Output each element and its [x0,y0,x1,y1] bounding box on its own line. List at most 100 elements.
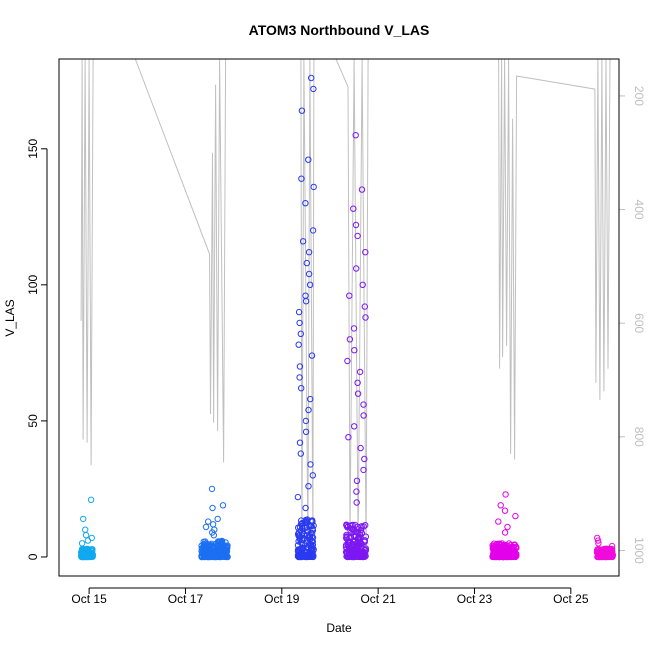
x-tick-label: Oct 19 [264,592,300,606]
axes: Oct 15 Oct 17 Oct 19 Oct 21 Oct 23 Oct 25 0 50 1… [26,86,646,606]
data-point [303,259,310,267]
data-point [357,444,364,452]
data-point [352,221,360,229]
data-point [351,347,358,354]
data-point [87,496,95,503]
data-point [216,538,224,545]
chart-title: ATOM3 Northbound V_LAS [249,22,430,38]
data-point [347,534,354,541]
data-point [202,553,209,560]
x-axis-label: Date [326,621,352,635]
data-point [82,526,89,533]
data-point [295,552,302,560]
data-point [346,292,353,299]
data-point [349,553,356,561]
data-point [599,551,607,558]
data-point [205,546,213,553]
data-point [502,553,509,560]
data-point [362,249,369,256]
data-point [360,412,367,419]
data-point [594,537,602,544]
data-point [80,515,87,523]
data-point [353,499,360,506]
data-point [302,298,310,305]
data-point [297,521,305,528]
data-point [497,502,504,509]
data-point [82,532,90,539]
data-point [295,341,302,348]
data-point [308,74,315,82]
data-point [294,493,302,501]
data-point [212,553,219,561]
data-point [354,232,361,240]
data-point [84,537,92,544]
data-point [88,534,96,542]
data-point [302,417,310,425]
data-point [361,538,368,545]
data-point [594,553,601,561]
data-point [295,538,302,545]
data-point [608,542,616,550]
data-point [353,265,360,272]
data-point [85,552,92,560]
data-point [303,517,310,525]
data-point [305,406,312,414]
data-point [510,552,517,559]
data-point [213,552,220,560]
data-point [354,379,361,386]
y-tick-label: 150 [26,138,40,158]
data-point [361,303,368,310]
data-point [296,374,303,381]
data-point [605,546,612,553]
x-tick-label: Oct 23 [457,592,493,606]
data-point [296,439,304,446]
y2-tick-label: 400 [632,200,646,220]
data-point [214,538,222,545]
y-tick-label: 100 [26,275,40,295]
data-point [295,308,303,316]
data-point [305,534,312,542]
data-point [353,488,360,495]
data-point [350,205,357,212]
data-point [343,533,350,540]
data-point [358,186,366,193]
data-point [353,477,361,484]
data-point [305,156,312,163]
data-point [344,357,351,365]
data-point [217,546,224,553]
data-point [296,532,303,539]
data-point [356,531,364,538]
data-point [297,527,304,534]
data-point [298,546,305,553]
plot-frame [58,58,620,577]
y-tick-label: 0 [26,553,40,560]
y-tick-label: 50 [26,414,40,428]
data-point [362,522,369,529]
data-point [502,491,509,498]
data-point [501,507,509,514]
data-point [211,543,218,551]
data-point [298,175,305,182]
data-point [296,363,304,370]
y2-tick-label: 600 [632,313,646,333]
data-point [302,552,310,559]
data-point [297,450,304,457]
data-point [502,545,509,553]
data-point [343,541,350,549]
data-point [344,553,352,561]
data-point [354,390,362,397]
data-point [357,552,364,559]
data-point [358,523,365,530]
data-point [356,368,364,376]
data-point [306,548,314,555]
data-point [509,547,516,554]
data-point [595,540,602,547]
data-point [81,547,89,554]
data-point [306,281,314,288]
scatter-points [78,74,617,561]
data-point [210,532,218,539]
data-point [351,423,358,430]
data-point [205,518,212,525]
data-point [352,132,359,139]
data-point [299,238,307,245]
